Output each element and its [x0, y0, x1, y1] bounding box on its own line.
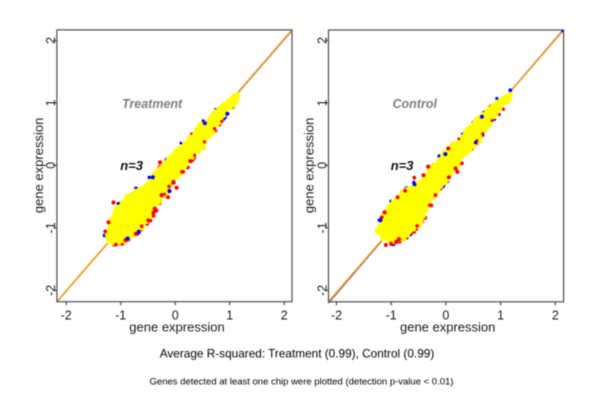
svg-text:n=3: n=3 [120, 158, 144, 173]
svg-text:-2: -2 [61, 309, 72, 323]
svg-text:-1: -1 [115, 309, 126, 323]
svg-text:gene expression: gene expression [400, 320, 495, 335]
svg-text:-1: -1 [316, 222, 330, 233]
svg-text:Control: Control [393, 97, 438, 111]
svg-text:-2: -2 [316, 285, 330, 296]
svg-text:0: 0 [442, 309, 449, 323]
svg-text:-2: -2 [331, 309, 342, 323]
svg-text:0: 0 [316, 162, 330, 169]
svg-text:gene expression: gene expression [31, 118, 46, 213]
svg-text:Genes detected at least one ch: Genes detected at least one chip were pl… [150, 377, 454, 388]
svg-text:n=3: n=3 [391, 158, 415, 173]
svg-text:1: 1 [226, 309, 233, 323]
svg-text:gene expression: gene expression [302, 118, 317, 213]
svg-text:-1: -1 [386, 309, 397, 323]
svg-text:Average R-squared: Treatment (: Average R-squared: Treatment (0.99), Con… [160, 347, 435, 361]
svg-text:-2: -2 [44, 285, 58, 296]
svg-text:1: 1 [44, 99, 58, 106]
svg-text:2: 2 [316, 37, 330, 44]
svg-text:2: 2 [281, 309, 288, 323]
svg-text:1: 1 [497, 309, 504, 323]
svg-text:2: 2 [552, 309, 559, 323]
svg-text:0: 0 [172, 309, 179, 323]
svg-text:2: 2 [44, 37, 58, 44]
svg-text:0: 0 [44, 162, 58, 169]
svg-text:Treatment: Treatment [122, 97, 183, 111]
svg-text:gene expression: gene expression [129, 320, 224, 335]
svg-text:-1: -1 [44, 222, 58, 233]
svg-text:1: 1 [316, 99, 330, 106]
